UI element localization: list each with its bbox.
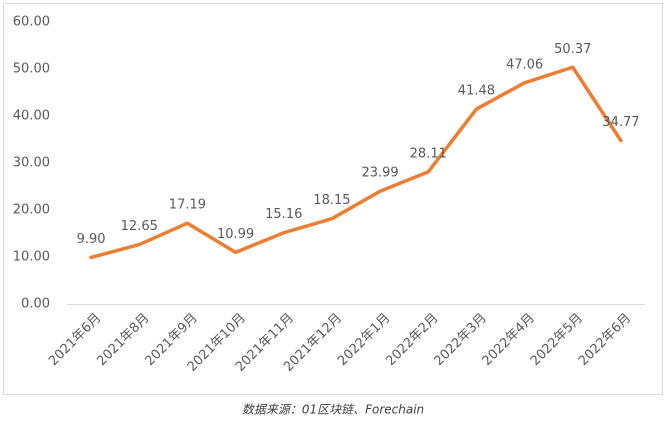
x-tick-label: 2022年6月 <box>576 311 634 369</box>
y-tick-label: 40.00 <box>13 109 50 124</box>
chart-frame <box>3 3 663 395</box>
y-tick-label: 10.00 <box>13 250 50 265</box>
data-label: 9.90 <box>77 232 106 247</box>
data-label: 34.77 <box>602 115 639 130</box>
y-tick-label: 0.00 <box>21 297 50 312</box>
data-label: 23.99 <box>361 166 398 181</box>
y-tick-label: 20.00 <box>13 203 50 218</box>
data-label: 10.99 <box>217 227 254 242</box>
data-label: 12.65 <box>121 219 158 234</box>
data-label: 15.16 <box>265 207 302 222</box>
data-label: 17.19 <box>169 198 206 213</box>
data-label: 28.11 <box>410 146 447 161</box>
data-label: 18.15 <box>313 193 350 208</box>
data-label: 41.48 <box>458 84 495 99</box>
source-note: 数据来源：01区块链、Forechain <box>242 403 424 417</box>
y-tick-label: 50.00 <box>13 62 50 77</box>
data-label: 50.37 <box>554 42 591 57</box>
y-tick-label: 30.00 <box>13 156 50 171</box>
data-label: 47.06 <box>506 57 543 72</box>
y-tick-label: 60.00 <box>13 15 50 30</box>
series-line <box>89 65 623 260</box>
